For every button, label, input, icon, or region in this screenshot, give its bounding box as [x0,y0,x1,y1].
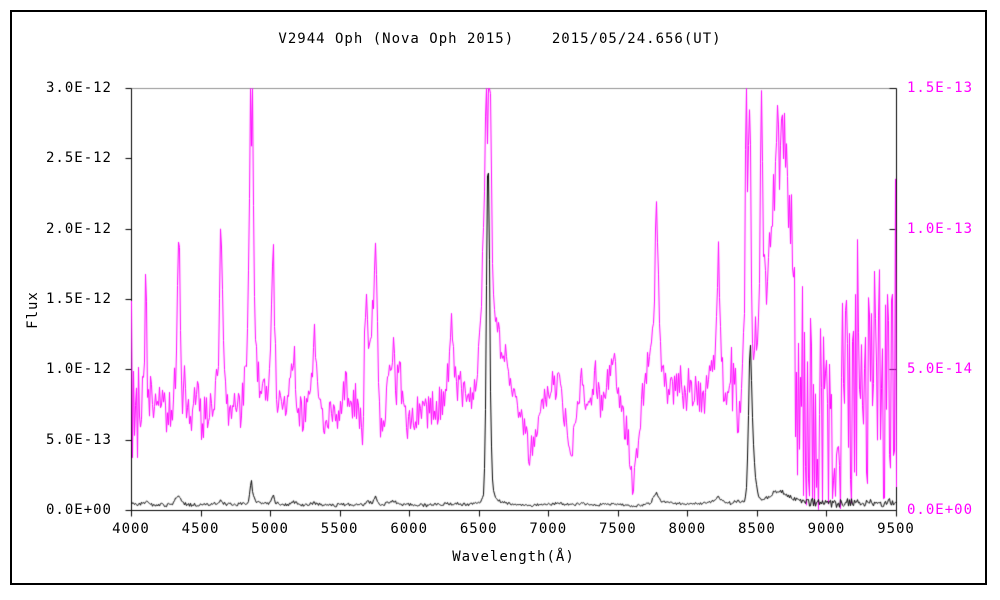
right-axis-tick-label: 1.5E-13 [907,80,974,96]
x-axis-tick-label: 6000 [390,521,429,537]
left-axis-tick-label: 1.0E-12 [45,361,112,378]
right-axis-tick-label: 0.0E+00 [907,502,974,518]
x-axis-tick-label: 7000 [529,521,568,537]
left-axis-tick-label: 1.5E-12 [45,291,112,307]
x-axis-tick-label: 4000 [112,521,150,537]
left-axis-tick-label: 3.0E-12 [45,80,112,96]
x-axis-tick-label: 8000 [668,521,707,537]
x-axis-tick-label: 7500 [598,521,637,537]
x-axis-tick-label: 9000 [807,521,846,537]
x-axis-tick-label: 6500 [459,521,498,537]
x-axis-tick-label: 8500 [738,521,776,537]
left-axis-tick-label: 0.0E+00 [45,502,112,518]
right-axis-tick-label: 1.0E-13 [907,220,974,237]
x-axis-tick-label: 5000 [251,521,289,537]
chart-title: V2944 Oph (Nova Oph 2015) 2015/05/24.656… [278,31,722,47]
x-axis-title: Wavelength(Å) [452,549,575,565]
right-axis-tick-label: 5.0E-14 [907,361,974,378]
left-axis-tick-label: 5.0E-13 [45,431,112,448]
figure-border [10,10,987,585]
left-axis-tick-label: 2.5E-12 [45,150,112,167]
x-axis-tick-label: 9500 [877,521,915,537]
x-axis-tick-label: 5500 [320,521,359,537]
x-axis-tick-label: 4500 [181,521,220,537]
left-axis-tick-label: 2.0E-12 [45,220,112,237]
